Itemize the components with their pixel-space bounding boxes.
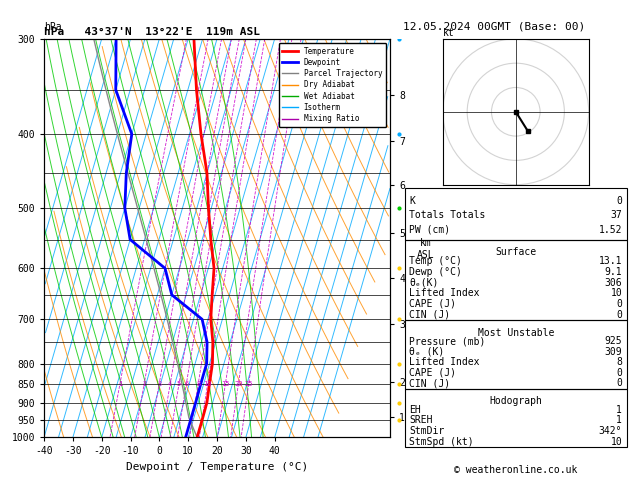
- Text: hPa   43°37'N  13°22'E  119m ASL: hPa 43°37'N 13°22'E 119m ASL: [44, 27, 260, 37]
- Text: 2: 2: [142, 381, 147, 386]
- Text: θₑ (K): θₑ (K): [409, 347, 445, 357]
- Text: 0: 0: [616, 310, 622, 320]
- Text: PW (cm): PW (cm): [409, 225, 450, 235]
- Text: Pressure (mb): Pressure (mb): [409, 336, 486, 347]
- Text: 20: 20: [234, 381, 243, 386]
- Text: 8: 8: [616, 357, 622, 367]
- Text: CIN (J): CIN (J): [409, 310, 450, 320]
- Text: Surface: Surface: [495, 247, 537, 258]
- Text: 0: 0: [616, 378, 622, 388]
- Text: SREH: SREH: [409, 416, 433, 425]
- Legend: Temperature, Dewpoint, Parcel Trajectory, Dry Adiabat, Wet Adiabat, Isotherm, Mi: Temperature, Dewpoint, Parcel Trajectory…: [279, 43, 386, 127]
- Text: 0: 0: [616, 196, 622, 207]
- Text: 0: 0: [616, 299, 622, 309]
- Text: Lifted Index: Lifted Index: [409, 357, 480, 367]
- Text: Totals Totals: Totals Totals: [409, 210, 486, 221]
- Text: 1: 1: [616, 405, 622, 415]
- Text: 309: 309: [604, 347, 622, 357]
- Text: © weatheronline.co.uk: © weatheronline.co.uk: [454, 465, 577, 475]
- Text: CAPE (J): CAPE (J): [409, 368, 457, 378]
- Text: 12.05.2024 00GMT (Base: 00): 12.05.2024 00GMT (Base: 00): [403, 22, 585, 32]
- Text: 342°: 342°: [599, 426, 622, 436]
- Text: 1.52: 1.52: [599, 225, 622, 235]
- Text: StmDir: StmDir: [409, 426, 445, 436]
- Text: θₑ(K): θₑ(K): [409, 278, 439, 288]
- Text: 10: 10: [611, 288, 622, 298]
- Bar: [405, 240, 626, 320]
- Text: hPa: hPa: [44, 22, 62, 32]
- Bar: [405, 320, 626, 389]
- Text: 25: 25: [245, 381, 253, 386]
- Text: 306: 306: [604, 278, 622, 288]
- Text: Lifted Index: Lifted Index: [409, 288, 480, 298]
- Text: CIN (J): CIN (J): [409, 378, 450, 388]
- Text: 10: 10: [203, 381, 212, 386]
- Text: 5: 5: [177, 381, 181, 386]
- Text: 1: 1: [118, 381, 122, 386]
- Bar: [405, 188, 626, 240]
- Text: 9.1: 9.1: [604, 267, 622, 277]
- Text: 13.1: 13.1: [599, 256, 622, 266]
- Y-axis label: km
ASL: km ASL: [417, 238, 435, 260]
- Text: kt: kt: [443, 28, 455, 38]
- Text: Hodograph: Hodograph: [489, 396, 542, 406]
- Text: 10: 10: [611, 436, 622, 447]
- Text: 6: 6: [184, 381, 189, 386]
- Bar: [405, 389, 626, 447]
- Text: 1: 1: [616, 416, 622, 425]
- Text: EH: EH: [409, 405, 421, 415]
- Text: 15: 15: [221, 381, 230, 386]
- Text: 37: 37: [611, 210, 622, 221]
- Text: Dewp (°C): Dewp (°C): [409, 267, 462, 277]
- Text: 3: 3: [157, 381, 162, 386]
- X-axis label: Dewpoint / Temperature (°C): Dewpoint / Temperature (°C): [126, 462, 308, 472]
- Text: StmSpd (kt): StmSpd (kt): [409, 436, 474, 447]
- Text: Most Unstable: Most Unstable: [477, 328, 554, 338]
- Text: 0: 0: [616, 368, 622, 378]
- Text: Temp (°C): Temp (°C): [409, 256, 462, 266]
- Text: 4: 4: [168, 381, 172, 386]
- Text: 925: 925: [604, 336, 622, 347]
- Text: CAPE (J): CAPE (J): [409, 299, 457, 309]
- Text: K: K: [409, 196, 415, 207]
- Text: 8: 8: [196, 381, 201, 386]
